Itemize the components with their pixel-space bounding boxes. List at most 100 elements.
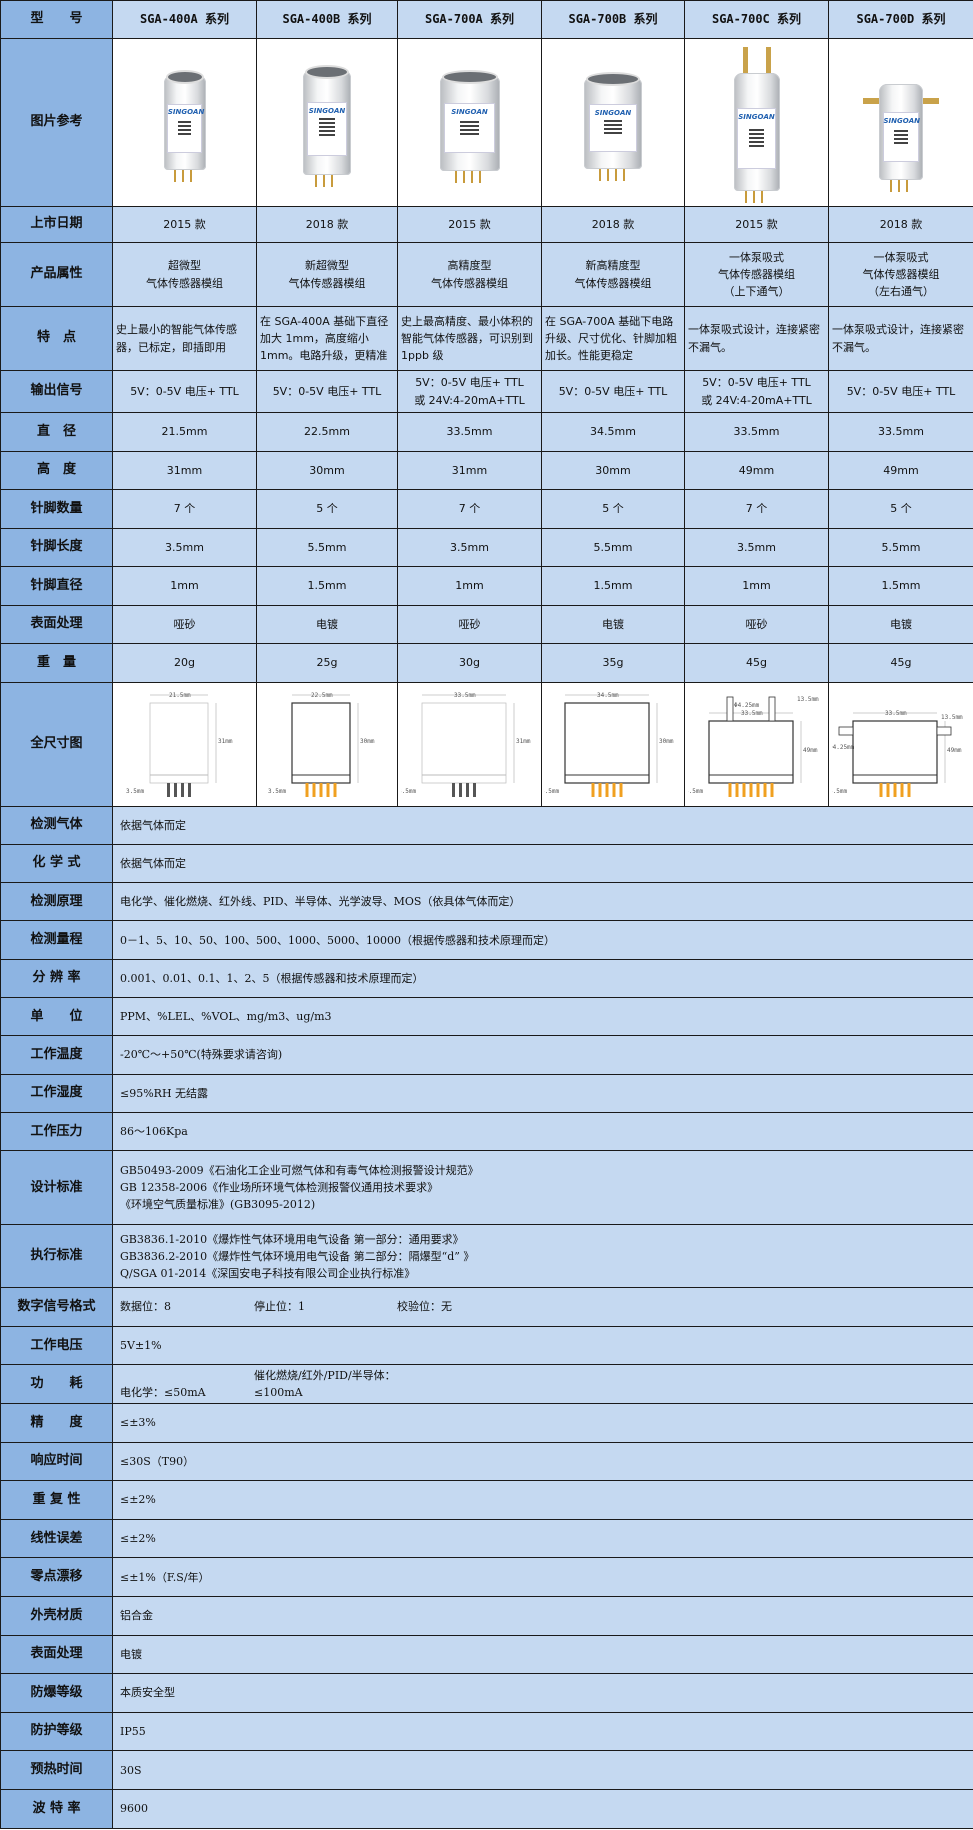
spec-line: 9600	[120, 1802, 148, 1816]
spec-line: ≤±2%	[120, 1532, 156, 1546]
spec-value: ≤±2%	[112, 1518, 973, 1559]
spec-cell: 45g	[684, 643, 829, 683]
row-label: 设计标准	[0, 1150, 113, 1226]
cell-line: 高精度型	[447, 259, 492, 273]
spec-value: 数据位：8 停止位：1 校验位：无	[112, 1287, 973, 1327]
pin-mark	[305, 782, 309, 797]
sensor-photo: SINGOAN	[163, 70, 206, 182]
spec-line: ≤±3%	[120, 1416, 156, 1430]
pin-mark	[173, 782, 177, 797]
spec-cell: 电镀	[828, 604, 973, 644]
photo-cell: SINGOAN	[828, 38, 973, 207]
spec-line: GB 12358-2006《作业场所环境气体检测报警仪通用技术要求》	[120, 1181, 439, 1195]
row-label: 图片参考	[0, 38, 113, 207]
spec-cell: 30mm	[541, 450, 685, 490]
spec-cell: 一体泵吸式 气体传感器模组 （上下通气）	[684, 242, 829, 307]
spec-row: 精 度 ≤±3%	[0, 1403, 973, 1443]
cell-line: 5V：0-5V 电压+ TTL	[702, 376, 811, 390]
width-label: 34.5mm	[597, 692, 619, 699]
pin-mark	[742, 782, 745, 797]
pin-mark	[756, 782, 759, 797]
qr-code-icon	[603, 118, 623, 135]
header-row: 型 号 SGA-400A 系列 SGA-400B 系列 SGA-700A 系列 SGA-…	[0, 0, 973, 39]
spec-cell: 34.5mm	[541, 412, 685, 452]
spec-value: PPM、%LEL、%VOL、mg/m3、ug/m3	[112, 997, 973, 1037]
cell-line: 气体传感器模组	[718, 267, 795, 281]
row-label: 波 特 率	[0, 1788, 113, 1829]
spec-cell: 31mm	[112, 450, 257, 490]
row-label: 防爆等级	[0, 1673, 113, 1713]
qr-code-icon	[459, 118, 480, 135]
spec-line: 电化学、催化燃烧、红外线、PID、半导体、光学波导、MOS（依具体气体而定）	[120, 895, 521, 909]
spec-line: 30S	[120, 1763, 142, 1777]
spec-row: 工作湿度 ≤95%RH 无结露	[0, 1073, 973, 1113]
sensor-label: SINGOAN	[306, 101, 348, 157]
row-label: 防护等级	[0, 1711, 113, 1752]
spec-field: 停止位：1	[254, 1300, 305, 1314]
spec-cell: 35g	[541, 643, 685, 683]
spec-line: GB3836.1-2010《爆炸性气体环境用电气设备 第一部分：通用要求》	[120, 1232, 464, 1246]
spec-cell: 2015 款	[397, 206, 542, 243]
spec-row: 检测量程 0－1、5、10、50、100、500、1000、5000、10000（…	[0, 920, 973, 960]
spec-row: 执行标准 GB3836.1-2010《爆炸性气体环境用电气设备 第一部分：通用要求…	[0, 1224, 973, 1289]
spec-row: 预热时间 30S	[0, 1750, 973, 1790]
spec-cell: 电镀	[541, 604, 685, 644]
row-label: 预热时间	[0, 1750, 113, 1790]
row-label: 零点漂移	[0, 1557, 113, 1597]
sensor-photo: SINGOAN	[303, 65, 351, 187]
spec-row: 数字信号格式 数据位：8 停止位：1 校验位：无	[0, 1287, 973, 1327]
body-outline	[149, 702, 208, 783]
height-label: 31mm	[218, 738, 233, 745]
spec-cell: 3.5mm	[112, 527, 257, 567]
spec-value: 30S	[112, 1750, 973, 1790]
row-label: 针脚长度	[0, 527, 113, 567]
sensor-label: SINGOAN	[444, 103, 495, 154]
photo-cell: SINGOAN	[541, 38, 685, 207]
spec-value: ≤±2%	[112, 1480, 973, 1520]
spec-line: ≤±2%	[120, 1493, 156, 1507]
nozzle-diameter-label: Φ4.25mm	[832, 744, 855, 751]
spec-cell: 5 个	[541, 489, 685, 529]
model-name: SGA-700C 系列	[684, 0, 829, 39]
pin-mark	[605, 782, 609, 797]
spec-row: 波 特 率 9600	[0, 1788, 973, 1829]
row-label: 全尺寸图	[0, 681, 113, 807]
row-label: 检测原理	[0, 882, 113, 922]
nozzle-outline	[768, 696, 775, 721]
nozzle-icon	[863, 97, 879, 104]
row-label: 产品属性	[0, 242, 113, 307]
spec-value: -20℃～+50℃(特殊要求请咨询)	[112, 1035, 973, 1075]
spec-cell: 7 个	[112, 489, 257, 529]
sensor-label: SINGOAN	[166, 103, 204, 153]
spec-value: ≤30S（T90）	[112, 1441, 973, 1482]
spec-cell: 5.5mm	[828, 527, 973, 567]
spec-line: 本质安全型	[120, 1686, 175, 1700]
spec-cell: 49mm	[684, 450, 829, 490]
pin-mark	[770, 782, 773, 797]
spec-line: 电镀	[120, 1647, 142, 1661]
pin-mark	[879, 782, 883, 797]
spec-row: 表面处理 哑砂 电镀 哑砂 电镀 哑砂 电镀	[0, 604, 973, 644]
pin-mark	[900, 782, 904, 797]
cell-line: （左右通气）	[868, 285, 934, 299]
width-label: 33.5mm	[885, 710, 907, 717]
row-label: 功 耗	[0, 1364, 113, 1404]
cell-line: 新超微型	[305, 259, 349, 273]
row-label: 工作压力	[0, 1111, 113, 1152]
model-name: SGA-400B 系列	[256, 0, 398, 39]
photo-row: 图片参考 SINGOAN SINGOAN SINGOAN SINGOAN SINGOAN S…	[0, 38, 973, 207]
spec-row: 表面处理 电镀	[0, 1634, 973, 1675]
spec-cell: 7 个	[397, 489, 542, 529]
spec-cell: 哑砂	[397, 604, 542, 644]
cell-line: 5V：0-5V 电压+ TTL	[415, 376, 524, 390]
qr-code-icon	[319, 118, 335, 137]
row-label: 表面处理	[0, 1634, 113, 1675]
cell-line: 气体传感器模组	[574, 276, 652, 290]
sensor-label: SINGOAN	[588, 104, 638, 152]
spec-line: 依据气体而定	[120, 856, 186, 870]
cell-line: 超微型	[168, 259, 201, 273]
spec-cell: 一体泵吸式 气体传感器模组 （左右通气）	[828, 242, 973, 307]
